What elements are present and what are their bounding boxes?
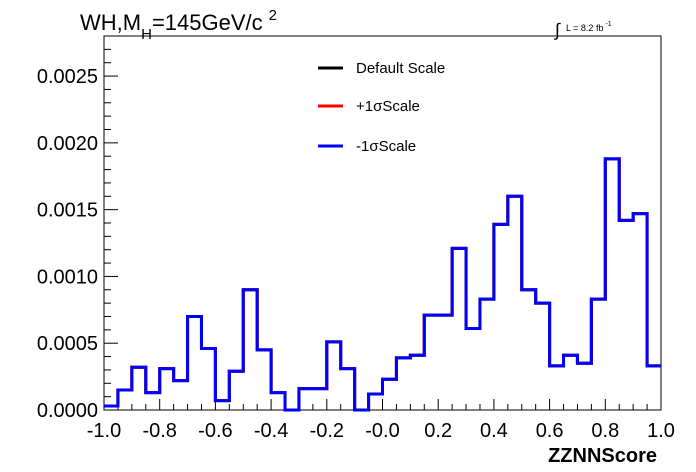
y-tick-label: 0.0020 — [37, 133, 98, 155]
x-tick-label: -0.0 — [365, 420, 399, 442]
x-tick-label: -0.2 — [310, 420, 344, 442]
y-tick-label: 0.0000 — [37, 400, 98, 422]
series-line — [104, 157, 661, 412]
legend-label: Default Scale — [356, 60, 445, 77]
x-tick-label: 0.2 — [424, 420, 452, 442]
x-tick-label: -0.8 — [142, 420, 176, 442]
y-axis: 0.0000 0.0005 0.0010 0.0015 0.0020 0.0025 — [37, 35, 118, 422]
x-tick-label: -1.0 — [87, 420, 121, 442]
x-axis-label: ZZNNScore — [548, 445, 657, 467]
y-tick-label: 0.0015 — [37, 200, 98, 222]
y-tick-label: 0.0010 — [37, 266, 98, 288]
lumi-integral-sign: ∫ — [553, 20, 561, 40]
x-tick-label: 1.0 — [647, 420, 675, 442]
x-axis: -1.0 -0.8 -0.6 -0.4 -0.2 -0.0 0.2 0.4 0.6 0.8 1.0 — [87, 399, 675, 442]
chart-title: WH,MH=145GeV/c 2 — [80, 7, 277, 43]
y-tick-label: 0.0005 — [37, 333, 98, 355]
x-tick-label: -0.6 — [198, 420, 232, 442]
x-tick-label: 0.8 — [591, 420, 619, 442]
legend: Default Scale +1σScale -1σScale — [318, 60, 445, 155]
y-tick-label: 0.0025 — [37, 66, 98, 88]
x-tick-label: -0.4 — [254, 420, 288, 442]
legend-label: +1σScale — [356, 98, 420, 115]
legend-label: -1σScale — [356, 138, 416, 155]
lumi-label: L = 8.2 fb -1 — [566, 21, 612, 33]
x-tick-label: 0.6 — [536, 420, 564, 442]
x-tick-label: 0.4 — [480, 420, 508, 442]
series-layer — [104, 157, 661, 412]
